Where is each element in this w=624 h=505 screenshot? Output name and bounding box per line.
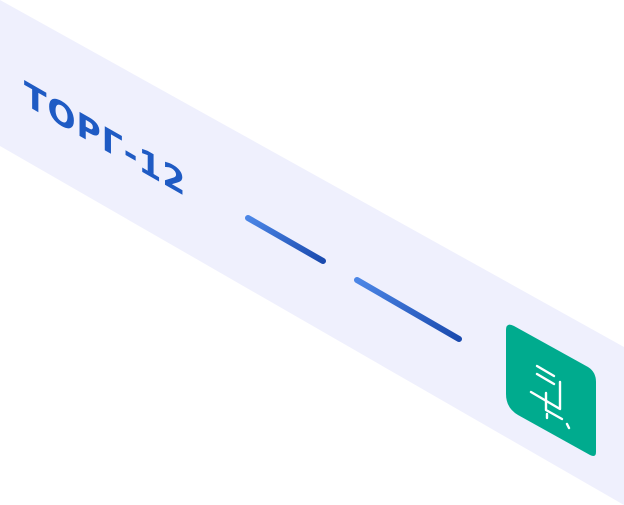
placeholder-line-2 (354, 277, 462, 342)
placeholder-line-1 (245, 215, 326, 264)
cart-glyph (529, 364, 571, 430)
icon-badge-bg (506, 324, 596, 456)
document-cart-icon (506, 324, 596, 456)
